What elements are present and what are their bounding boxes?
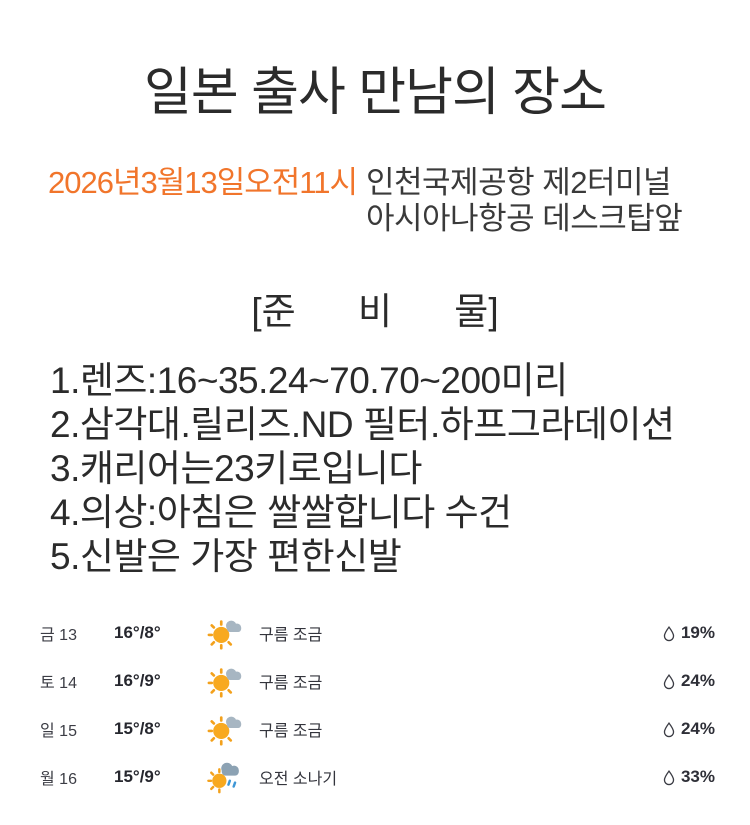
preparations-heading: [준 비 물] xyxy=(251,291,499,332)
condition-label: 오전 소나기 xyxy=(259,771,338,788)
day-label: 월 16 xyxy=(40,771,77,788)
weather-row-fri: 금 13 16°/8° xyxy=(0,609,750,657)
temp-range: 15°/8° xyxy=(114,719,161,738)
droplet-icon xyxy=(663,721,675,737)
weather-row-sat: 토 14 16°/9° xyxy=(0,657,750,705)
weather-row-sun: 일 15 15°/8° xyxy=(0,705,750,753)
droplet-icon xyxy=(663,625,675,641)
partly-cloudy-icon xyxy=(207,614,259,652)
droplet-icon xyxy=(663,769,675,785)
condition-label: 구름 조금 xyxy=(259,675,323,692)
day-label: 토 14 xyxy=(40,675,77,692)
precip-chance: 19% xyxy=(662,623,715,643)
temp-range: 16°/9° xyxy=(114,671,161,690)
droplet-icon xyxy=(663,673,675,689)
page-title: 일본 출사 만남의 장소 xyxy=(144,64,607,122)
prep-item-clothing: 4.의상:아침은 쌀쌀합니다 수건 xyxy=(50,492,512,533)
meeting-info: 2026년3월13일오전11시 인천국제공항 제2터미널 아시아나항공 데스크탑… xyxy=(48,165,750,237)
condition-label: 구름 조금 xyxy=(259,627,323,644)
precip-value: 24% xyxy=(680,671,715,690)
prep-item-lenses: 1.렌즈:16~35.24~70.70~200미리 xyxy=(50,360,568,401)
temp-range: 15°/9° xyxy=(114,767,161,786)
precip-chance: 33% xyxy=(662,767,715,787)
preparations-list: 1.렌즈:16~35.24~70.70~200미리 2.삼각대.릴리즈.ND 필… xyxy=(50,359,750,579)
prep-item-carrier: 3.캐리어는23키로입니다 xyxy=(50,448,422,489)
weather-row-mon: 월 16 15°/9° xyxy=(0,753,750,801)
prep-item-tripod: 2.삼각대.릴리즈.ND 필터.하프그라데이션 xyxy=(50,404,675,445)
weather-forecast: 금 13 16°/8° xyxy=(0,609,750,801)
meeting-datetime: 2026년3월13일오전11시 xyxy=(48,165,358,200)
precip-chance: 24% xyxy=(662,719,715,739)
temp-range: 16°/8° xyxy=(114,623,161,642)
partly-cloudy-icon xyxy=(207,662,259,700)
precip-value: 33% xyxy=(680,767,715,786)
prep-item-shoes: 5.신발은 가장 편한신발 xyxy=(50,536,402,577)
partly-cloudy-icon xyxy=(207,710,259,748)
precip-chance: 24% xyxy=(662,671,715,691)
day-label: 금 13 xyxy=(40,627,77,644)
precip-value: 24% xyxy=(680,719,715,738)
condition-label: 구름 조금 xyxy=(259,723,323,740)
rain-shower-icon xyxy=(207,758,259,796)
day-label: 일 15 xyxy=(40,723,77,740)
meeting-location-line1: 인천국제공항 제2터미널 xyxy=(366,165,672,200)
meeting-location-line2: 아시아나항공 데스크탑앞 xyxy=(366,201,683,236)
meeting-location: 인천국제공항 제2터미널 아시아나항공 데스크탑앞 xyxy=(366,165,683,237)
precip-value: 19% xyxy=(680,623,715,642)
